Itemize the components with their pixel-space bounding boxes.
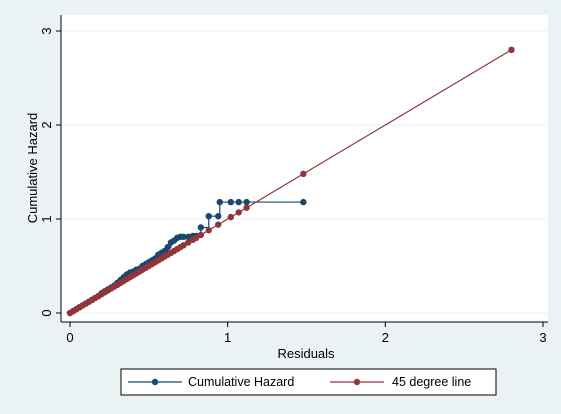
legend: Cumulative Hazard 45 degree line [120, 368, 497, 396]
data-point [205, 212, 212, 220]
data-point [300, 198, 307, 206]
data-point [300, 170, 307, 178]
data-point [192, 234, 200, 241]
data-point [235, 198, 242, 206]
x-tick-label: 1 [224, 330, 231, 345]
y-tick-label: 0 [39, 309, 54, 316]
y-tick-label: 1 [39, 215, 54, 222]
data-point [180, 233, 187, 241]
x-tick-label: 2 [382, 330, 389, 345]
y-tick-label: 3 [39, 27, 54, 34]
data-point [180, 242, 187, 249]
axes: 0 1 2 3 0 1 2 3 [39, 15, 548, 345]
legend-marker-cumulative-hazard [151, 378, 159, 386]
data-point [197, 231, 205, 239]
data-point [205, 227, 212, 234]
data-point [197, 224, 205, 231]
y-tick-label: 2 [39, 121, 54, 128]
data-point [227, 198, 235, 206]
x-axis-label: Residuals [277, 346, 335, 361]
legend-box [120, 368, 497, 396]
legend-marker-45-degree-line [353, 378, 361, 386]
data-point [216, 198, 223, 206]
legend-label-cumulative-hazard: Cumulative Hazard [188, 375, 294, 389]
legend-label-45-degree-line: 45 degree line [392, 375, 471, 389]
data-point [164, 244, 171, 251]
x-tick-label: 0 [66, 330, 73, 345]
data-point [227, 213, 235, 221]
data-point [243, 204, 250, 211]
data-point [185, 239, 192, 246]
gridlines [61, 30, 548, 314]
data-point [215, 221, 222, 228]
x-tick-label: 3 [539, 330, 546, 345]
y-axis-label: Cumulative Hazard [25, 113, 40, 224]
data-point [215, 212, 222, 220]
series-layer [66, 46, 515, 317]
series-1 [66, 46, 515, 317]
data-point [508, 46, 515, 53]
data-point [243, 198, 250, 206]
data-point [235, 209, 242, 216]
